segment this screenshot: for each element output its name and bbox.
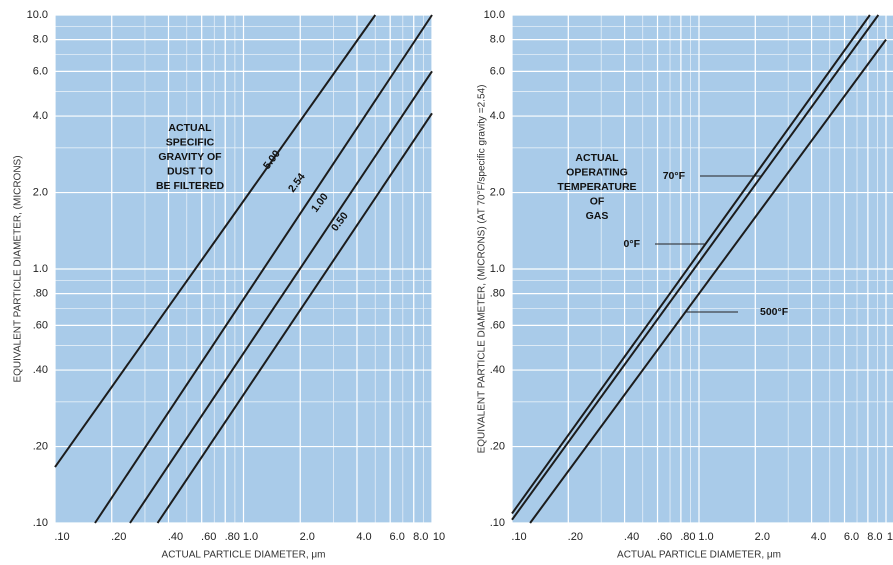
y-tick-label: .60 [33,319,48,331]
y-tick-label: 2.0 [490,186,505,198]
y-tick-label: 1.0 [490,263,505,275]
y-tick-label: .80 [490,288,505,300]
x-tick-label: 1.0 [698,531,713,543]
x-tick-label: 6.0 [390,531,405,543]
x-tick-label: 8.0 [413,531,428,543]
x-tick-label: .40 [168,531,183,543]
x-tick-label: 10 [887,531,893,543]
y-tick-label: 4.0 [490,110,505,122]
data-line [529,39,887,524]
annotation: OF [590,195,605,207]
y-axis-title: EQUIVALENT PARTICLE DIAMETER, (MICRONS) [13,155,24,382]
x-tick-label: .10 [54,531,69,543]
x-tick-label: 4.0 [356,531,371,543]
x-tick-label: .20 [568,531,583,543]
x-tick-label: 4.0 [811,531,826,543]
y-tick-label: 10.0 [484,9,505,21]
y-tick-label: .80 [33,288,48,300]
y-tick-label: .40 [33,364,48,376]
y-tick-label: 8.0 [490,34,505,46]
x-tick-label: 1.0 [243,531,258,543]
x-tick-label: .20 [111,531,126,543]
y-axis-title: EQUIVALENT PARTICLE DIAMETER, (MICRONS) … [477,85,488,454]
series-label: 500°F [760,306,789,318]
annotation: ACTUAL [168,122,212,134]
annotation: GRAVITY OF [158,151,222,163]
x-tick-label: .10 [511,531,526,543]
y-tick-label: .20 [490,440,505,452]
y-tick-label: 6.0 [490,65,505,77]
series-label: 0°F [624,238,641,250]
x-axis-title: ACTUAL PARTICLE DIAMETER, μm [617,550,781,561]
data-line [156,112,433,524]
y-tick-label: 6.0 [33,65,48,77]
data-line [511,14,880,521]
y-tick-label: .20 [33,440,48,452]
x-tick-label: .40 [624,531,639,543]
annotation: OPERATING [566,166,628,178]
y-tick-label: 10.0 [27,9,48,21]
y-tick-label: .10 [490,517,505,529]
x-tick-label: .60 [657,531,672,543]
x-tick-label: .80 [680,531,695,543]
x-axis-title: ACTUAL PARTICLE DIAMETER, μm [162,550,326,561]
x-tick-label: 10 [433,531,445,543]
annotation: GAS [586,210,609,222]
x-tick-label: .80 [225,531,240,543]
x-tick-label: 6.0 [844,531,859,543]
annotation: BE FILTERED [156,180,224,192]
data-line [511,14,871,515]
annotation: ACTUAL [575,152,619,164]
x-tick-label: 8.0 [867,531,882,543]
y-tick-label: 2.0 [33,186,48,198]
y-tick-label: .40 [490,364,505,376]
data-line [94,14,433,524]
y-tick-label: 1.0 [33,263,48,275]
data-line [129,70,433,524]
x-tick-label: 2.0 [755,531,770,543]
y-tick-label: 4.0 [33,110,48,122]
x-tick-label: 2.0 [300,531,315,543]
y-tick-label: .60 [490,319,505,331]
y-tick-label: .10 [33,517,48,529]
data-line [54,14,377,468]
y-tick-label: 8.0 [33,34,48,46]
annotation: DUST TO [167,165,213,177]
x-tick-label: .60 [201,531,216,543]
annotation: SPECIFIC [166,136,215,148]
annotation: TEMPERATURE [557,181,636,193]
series-label: 70°F [663,170,686,182]
